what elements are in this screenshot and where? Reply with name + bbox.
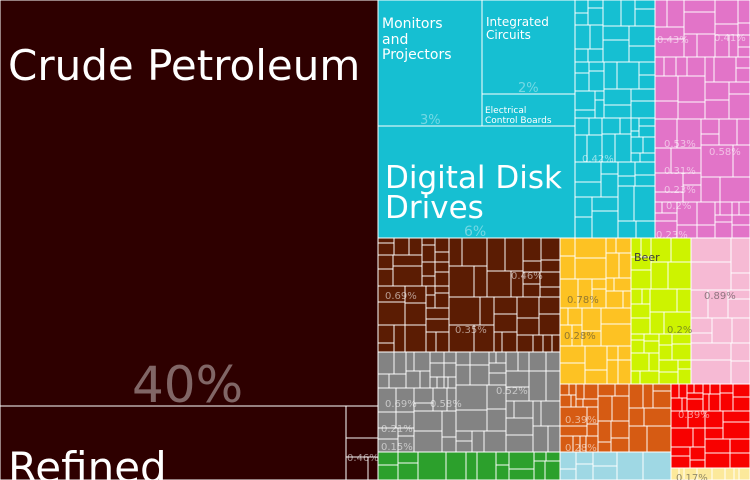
value-label-16: 0.89% [704,291,736,302]
treemap-subdivisions [345,0,750,480]
share-integrated-circuits: 2% [518,81,539,96]
value-label-25: 0.17% [676,473,708,480]
value-label-22: 0.39% [565,415,597,426]
block-integrated-circuits [481,0,576,95]
value-label-7: 0.23% [664,185,696,196]
label-integrated-circuits-cont: Circuits [486,28,531,42]
value-label-15: 0.2% [667,325,692,336]
value-label-0: 0.46% [347,453,379,464]
value-label-3: 0.41% [714,33,746,44]
treemap-cell-431 [738,467,750,480]
value-label-17: 0.69% [385,399,417,410]
share-crude-petroleum: 40% [132,356,243,414]
treemap-labels: Crude Petroleum 40% Refined Digital Disk… [8,15,660,480]
block-machines-small [574,0,656,239]
block-food [559,237,632,385]
treemap-cell-423 [642,451,672,480]
label-refined: Refined [8,443,167,480]
value-label-10: 0.69% [385,291,417,302]
treemap-cell-435 [367,456,379,480]
block-textiles [690,237,750,385]
value-label-9: 0.23% [656,230,688,241]
value-label-23: 0.28% [565,443,597,454]
value-label-20: 0.21% [381,424,413,435]
value-label-2: 0.43% [657,35,689,46]
value-label-21: 0.15% [381,442,413,453]
share-monitors: 3% [420,113,441,128]
label-electrical-control-boards: Electrical [485,106,526,116]
block-mineral-small [345,405,379,480]
label-electrical-control-boards-cont: Control Boards [485,116,552,126]
value-label-4: 0.53% [664,139,696,150]
value-label-14: 0.28% [564,331,596,342]
value-label-1: 0.42% [582,154,614,165]
value-label-11: 0.46% [511,271,543,282]
value-label-19: 0.52% [496,386,528,397]
treemap-value-labels: 0.46% 0.42% 0.43% 0.41% 0.53% 0.58% 0.31% 0.23%… [347,33,746,480]
label-monitors: Monitors [382,16,443,32]
label-monitors-cont: and [382,32,408,48]
block-digital-disk-drives [377,125,576,239]
value-label-24: 0.39% [678,410,710,421]
value-label-5: 0.58% [709,147,741,158]
value-label-6: 0.31% [664,166,696,177]
value-label-12: 0.35% [455,325,487,336]
label-beer: Beer [634,251,660,264]
value-label-18: 0.58% [430,399,462,410]
block-monitors [377,0,483,127]
label-digital-disk-drives-line1: Digital Disk [385,160,562,196]
label-digital-disk-drives-cont: Drives [385,190,484,226]
block-animal [377,451,561,480]
block-crude-petroleum [0,0,379,407]
block-refined [0,405,347,480]
label-crude-petroleum: Crude Petroleum [8,41,360,90]
value-label-13: 0.78% [567,295,599,306]
value-label-8: 0.2% [666,201,691,212]
label-integrated-circuits: Integrated [486,15,549,29]
label-monitors-cont2: Projectors [382,47,452,63]
label-digital-disk-drives-line2: Drives [385,190,484,226]
label-digital-disk-drives: Digital Disk [385,160,562,196]
share-digital-disk-drives: 6% [464,224,486,240]
